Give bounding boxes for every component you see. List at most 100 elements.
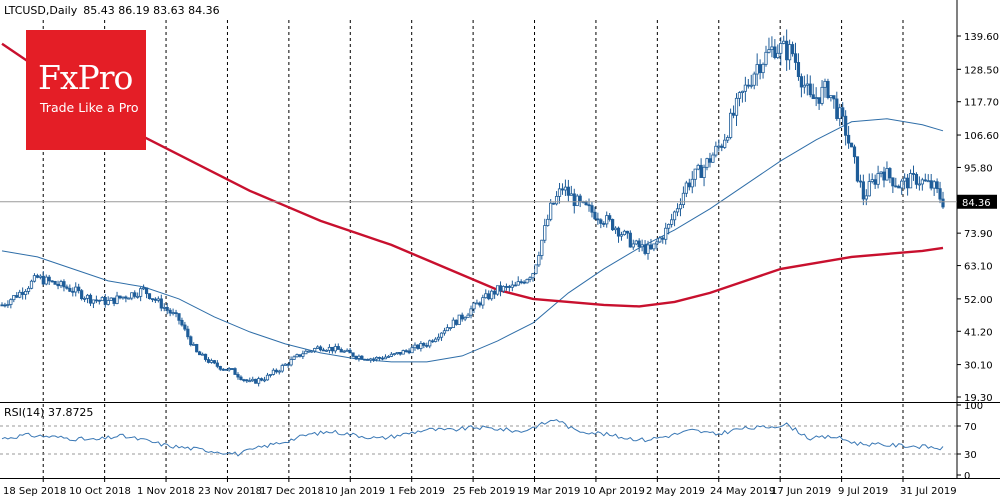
candle-body: [832, 95, 836, 100]
candle-body: [670, 219, 674, 225]
candle-body: [501, 286, 506, 292]
candle-body: [183, 324, 187, 330]
candle-body: [242, 379, 246, 382]
candle-body: [504, 286, 509, 288]
candle-body: [664, 227, 668, 240]
candle-body: [130, 292, 134, 299]
candle-body: [218, 365, 222, 370]
candle-body: [313, 348, 317, 352]
candle-body: [262, 379, 267, 382]
candle-body: [274, 369, 278, 373]
candle-body: [779, 43, 783, 54]
candle-body: [112, 297, 116, 304]
candle-body: [493, 290, 497, 295]
candle-body: [911, 173, 916, 175]
candle-body: [826, 80, 830, 99]
candle-body: [894, 185, 898, 188]
candle-body: [770, 46, 774, 50]
candle-body: [354, 355, 358, 359]
candle-body: [56, 283, 60, 287]
candle-body: [847, 134, 851, 144]
candle-body: [413, 344, 417, 349]
candle-body: [525, 279, 529, 284]
candle-body: [640, 244, 644, 248]
candle-body: [74, 286, 78, 293]
candle-body: [790, 44, 795, 55]
candle-body: [519, 281, 523, 284]
candle-body: [416, 344, 420, 349]
candle-body: [363, 358, 367, 361]
candle-body: [655, 241, 659, 245]
candle-body: [71, 290, 75, 293]
candle-body: [47, 276, 51, 282]
candle-body: [327, 346, 332, 351]
candle-body: [823, 80, 827, 88]
x-tick-label: 2 May 2019: [646, 486, 705, 497]
candle-body: [528, 277, 532, 280]
candle-body: [395, 352, 399, 354]
candle-body: [888, 168, 892, 179]
candle-body: [324, 349, 329, 352]
candle-body: [631, 243, 635, 248]
candle-body: [50, 280, 54, 283]
rsi-title: RSI(14) 37.8725: [4, 406, 93, 419]
candle-body: [749, 84, 753, 87]
y-tick-label: 73.90: [964, 229, 993, 240]
candle-body: [41, 275, 45, 285]
candle-body: [569, 193, 573, 196]
candle-body: [407, 350, 411, 354]
candle-body: [445, 327, 450, 332]
logo-tagline: Trade Like a Pro: [40, 100, 139, 115]
candle-body: [65, 286, 69, 289]
candle-body: [32, 275, 37, 282]
candle-body: [926, 180, 930, 183]
candle-body: [339, 349, 343, 353]
candle-body: [94, 299, 98, 302]
candle-body: [389, 353, 393, 357]
y-tick-label: 128.50: [964, 65, 999, 76]
candle-body: [109, 297, 113, 301]
candle-body: [782, 40, 786, 44]
candle-body: [248, 380, 252, 383]
candle-body: [711, 154, 715, 163]
x-tick-label: 17 Dec 2018: [260, 486, 324, 497]
candle-body: [254, 378, 258, 384]
candle-body: [434, 338, 438, 342]
candle-body: [507, 286, 511, 288]
candle-body: [29, 280, 34, 289]
candle-body: [743, 84, 747, 92]
candle-body: [85, 294, 90, 299]
candle-body: [534, 264, 538, 274]
candle-body: [855, 156, 860, 182]
candle-body: [386, 356, 391, 358]
candle-body: [785, 40, 789, 61]
candle-body: [596, 218, 600, 221]
candle-body: [737, 92, 742, 99]
candle-body: [198, 351, 202, 356]
candle-body: [637, 240, 641, 248]
y-tick-label: 95.80: [964, 163, 993, 174]
candle-body: [755, 64, 759, 75]
moving-average-line: [1, 118, 944, 363]
candle-body: [729, 112, 733, 138]
candle-body: [814, 97, 818, 100]
candle-body: [422, 343, 426, 346]
candle-body: [811, 94, 815, 100]
candle-body: [35, 275, 39, 278]
candle-body: [708, 158, 712, 163]
candle-body: [897, 185, 901, 189]
candle-body: [366, 359, 370, 361]
candle-body: [723, 139, 727, 148]
grid-layer: [42, 20, 904, 478]
candle-body: [557, 188, 562, 197]
candle-body: [227, 368, 231, 371]
candle-body: [9, 299, 13, 305]
candle-body: [6, 304, 10, 306]
candle-body: [141, 287, 146, 290]
candle-body: [552, 202, 556, 205]
candle-body: [469, 308, 473, 316]
candle-body: [171, 312, 175, 315]
candle-body: [882, 171, 886, 181]
candle-body: [472, 302, 476, 310]
